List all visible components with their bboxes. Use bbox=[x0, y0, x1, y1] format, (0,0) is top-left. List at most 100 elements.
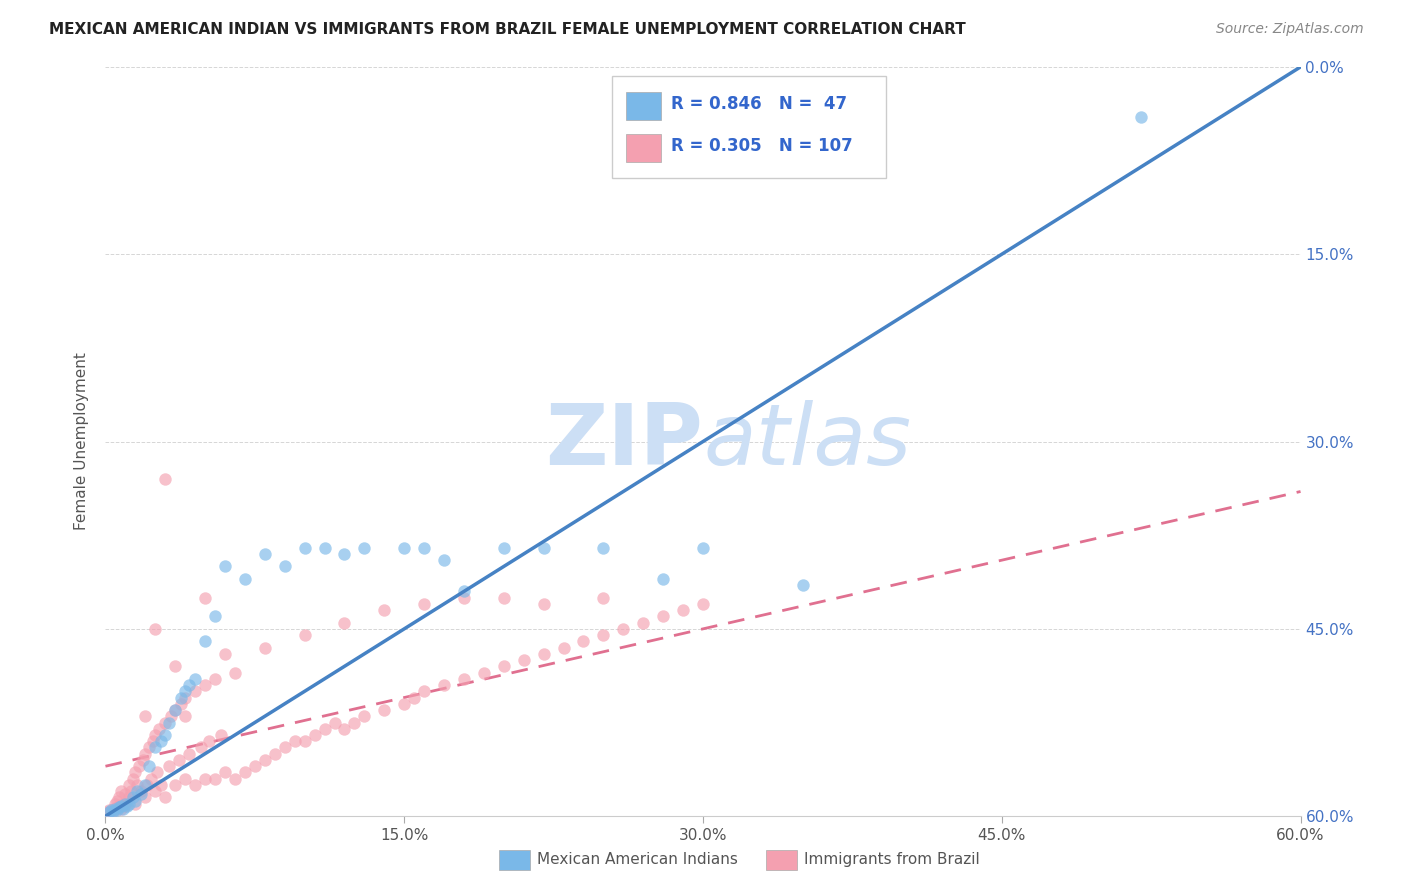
Point bbox=[103, 802, 125, 816]
Point bbox=[294, 541, 316, 555]
Point bbox=[122, 772, 145, 786]
Point bbox=[692, 541, 714, 555]
Point bbox=[108, 800, 131, 814]
Point bbox=[314, 722, 336, 736]
Text: Immigrants from Brazil: Immigrants from Brazil bbox=[804, 853, 980, 867]
Point bbox=[138, 759, 160, 773]
Text: R = 0.846   N =  47: R = 0.846 N = 47 bbox=[671, 95, 846, 113]
Point bbox=[100, 803, 122, 817]
Point bbox=[134, 747, 156, 761]
Point bbox=[592, 628, 614, 642]
Point bbox=[170, 690, 193, 705]
Point bbox=[148, 722, 170, 736]
Point bbox=[118, 790, 141, 805]
Point bbox=[273, 740, 295, 755]
Point bbox=[118, 778, 141, 792]
Point bbox=[167, 753, 190, 767]
Point bbox=[353, 541, 375, 555]
Point bbox=[243, 759, 266, 773]
Point bbox=[107, 794, 129, 808]
Point bbox=[98, 805, 121, 820]
Point bbox=[174, 709, 197, 723]
Point bbox=[150, 734, 173, 748]
Point bbox=[224, 772, 246, 786]
Point bbox=[253, 753, 276, 767]
Point bbox=[533, 541, 555, 555]
Point bbox=[108, 790, 131, 805]
Point bbox=[533, 647, 555, 661]
Point bbox=[141, 772, 163, 786]
Point bbox=[134, 790, 156, 805]
Point bbox=[453, 584, 475, 599]
Point bbox=[174, 684, 197, 698]
Point bbox=[190, 740, 212, 755]
Point bbox=[433, 678, 456, 692]
Point bbox=[253, 640, 276, 655]
Point bbox=[194, 772, 217, 786]
Point bbox=[120, 784, 142, 798]
Point bbox=[284, 734, 307, 748]
Point bbox=[184, 778, 207, 792]
Point bbox=[117, 794, 139, 808]
Point bbox=[177, 747, 201, 761]
Point bbox=[453, 591, 475, 605]
Point bbox=[492, 541, 515, 555]
Point bbox=[392, 697, 416, 711]
Point bbox=[132, 753, 155, 767]
Point bbox=[150, 778, 173, 792]
Point bbox=[157, 715, 180, 730]
Point bbox=[165, 659, 187, 673]
Point bbox=[117, 799, 139, 814]
Point bbox=[184, 684, 207, 698]
Point bbox=[304, 728, 326, 742]
Point bbox=[233, 572, 256, 586]
Point bbox=[127, 784, 149, 798]
Point bbox=[96, 805, 118, 820]
Text: Mexican American Indians: Mexican American Indians bbox=[537, 853, 738, 867]
Point bbox=[333, 615, 356, 630]
Point bbox=[143, 784, 166, 798]
Point bbox=[413, 684, 436, 698]
Point bbox=[118, 797, 141, 811]
Point bbox=[592, 541, 614, 555]
Point bbox=[160, 709, 183, 723]
Point bbox=[194, 634, 217, 648]
Point bbox=[153, 472, 177, 486]
Point bbox=[100, 804, 122, 818]
Text: atlas: atlas bbox=[703, 400, 911, 483]
Point bbox=[153, 790, 177, 805]
Point bbox=[204, 672, 226, 686]
Point bbox=[204, 772, 226, 786]
Point bbox=[174, 690, 197, 705]
Point bbox=[314, 541, 336, 555]
Point bbox=[433, 553, 456, 567]
Point bbox=[143, 622, 166, 636]
Point bbox=[129, 787, 153, 801]
Point bbox=[492, 659, 515, 673]
Point bbox=[124, 765, 146, 780]
Point bbox=[294, 628, 316, 642]
Point bbox=[209, 728, 232, 742]
Point bbox=[214, 647, 236, 661]
Point bbox=[373, 703, 395, 717]
Point bbox=[633, 615, 655, 630]
Point bbox=[165, 703, 187, 717]
Point bbox=[392, 541, 416, 555]
Point bbox=[124, 797, 146, 811]
Point bbox=[373, 603, 395, 617]
Point bbox=[104, 803, 127, 817]
Point bbox=[273, 559, 295, 574]
Point bbox=[153, 715, 177, 730]
Point bbox=[107, 803, 129, 817]
Point bbox=[453, 672, 475, 686]
Point bbox=[104, 802, 127, 816]
Point bbox=[112, 797, 135, 811]
Point bbox=[214, 559, 236, 574]
Point bbox=[198, 734, 221, 748]
Point bbox=[143, 740, 166, 755]
Text: MEXICAN AMERICAN INDIAN VS IMMIGRANTS FROM BRAZIL FEMALE UNEMPLOYMENT CORRELATIO: MEXICAN AMERICAN INDIAN VS IMMIGRANTS FR… bbox=[49, 22, 966, 37]
Point bbox=[170, 697, 193, 711]
Point bbox=[553, 640, 575, 655]
Point bbox=[107, 800, 129, 814]
Point bbox=[492, 591, 515, 605]
